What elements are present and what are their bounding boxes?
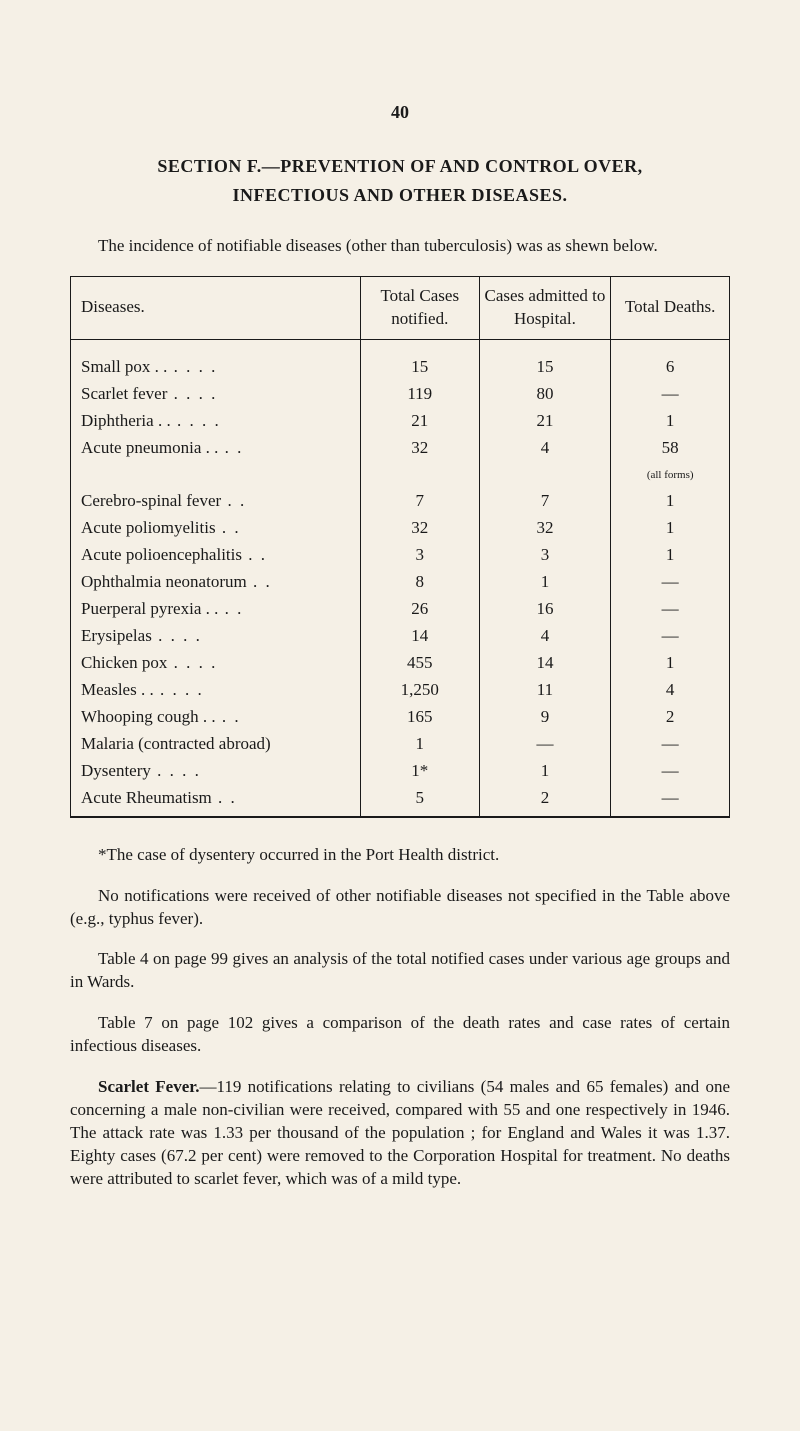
total-deaths: — <box>611 623 730 650</box>
total-deaths: 1 <box>611 515 730 542</box>
total-deaths: — <box>611 569 730 596</box>
table-row: Diphtheria . . . . . .21211 <box>71 408 730 435</box>
col-total-cases: Total Cases notified. <box>360 276 479 339</box>
total-cases: 7 <box>360 488 479 515</box>
table-row: Acute poliomyelitis . .32321 <box>71 515 730 542</box>
total-deaths: — <box>611 731 730 758</box>
total-cases: 26 <box>360 596 479 623</box>
total-deaths: 4 <box>611 677 730 704</box>
cases-admitted: 2 <box>479 785 611 817</box>
table-row: Cerebro-spinal fever . .771 <box>71 488 730 515</box>
table-row: Chicken pox . . . .455141 <box>71 650 730 677</box>
cases-admitted: 9 <box>479 704 611 731</box>
cases-admitted: 32 <box>479 515 611 542</box>
total-cases: 165 <box>360 704 479 731</box>
table-body: Small pox . . . . . .15156Scarlet fever … <box>71 339 730 816</box>
total-cases: 14 <box>360 623 479 650</box>
total-cases: 15 <box>360 354 479 381</box>
disease-name: Puerperal pyrexia . . . . <box>71 596 361 623</box>
paragraph-2: Table 4 on page 99 gives an analysis of … <box>70 948 730 994</box>
cases-admitted: 80 <box>479 381 611 408</box>
total-deaths: 2 <box>611 704 730 731</box>
footnote: *The case of dysentery occurred in the P… <box>70 844 730 867</box>
table-row: Acute polioencephalitis . .331 <box>71 542 730 569</box>
total-cases: 3 <box>360 542 479 569</box>
intro-paragraph: The incidence of notifiable diseases (ot… <box>70 235 730 258</box>
total-deaths: — <box>611 596 730 623</box>
table-note-row: (all forms) <box>71 461 730 488</box>
total-deaths: 58 <box>611 435 730 462</box>
cases-admitted: 15 <box>479 354 611 381</box>
table-row: Puerperal pyrexia . . . .2616— <box>71 596 730 623</box>
total-cases: 119 <box>360 381 479 408</box>
cases-admitted: 4 <box>479 623 611 650</box>
table-row: Scarlet fever . . . .11980— <box>71 381 730 408</box>
total-cases: 1* <box>360 758 479 785</box>
disease-name: Measles . . . . . . <box>71 677 361 704</box>
disease-name: Erysipelas . . . . <box>71 623 361 650</box>
diseases-table: Diseases. Total Cases notified. Cases ad… <box>70 276 730 818</box>
disease-name: Whooping cough . . . . <box>71 704 361 731</box>
total-deaths: 1 <box>611 650 730 677</box>
total-cases: 32 <box>360 515 479 542</box>
page: 40 SECTION F.—PREVENTION OF AND CONTROL … <box>0 0 800 1269</box>
paragraph-scarlet-fever: Scarlet Fever.—119 notifications relatin… <box>70 1076 730 1191</box>
disease-name: Ophthalmia neonatorum . . <box>71 569 361 596</box>
total-deaths: — <box>611 785 730 817</box>
section-subtitle: INFECTIOUS AND OTHER DISEASES. <box>70 183 730 207</box>
total-cases: 455 <box>360 650 479 677</box>
disease-name: Acute poliomyelitis . . <box>71 515 361 542</box>
cases-admitted: 7 <box>479 488 611 515</box>
disease-name: Small pox . . . . . . <box>71 354 361 381</box>
total-cases: 1,250 <box>360 677 479 704</box>
total-deaths: 1 <box>611 408 730 435</box>
table-row: Acute Rheumatism . .52— <box>71 785 730 817</box>
all-forms-note: (all forms) <box>611 461 730 488</box>
table-row: Acute pneumonia . . . .32458 <box>71 435 730 462</box>
cases-admitted: 1 <box>479 569 611 596</box>
disease-name: Diphtheria . . . . . . <box>71 408 361 435</box>
section-title: SECTION F.—PREVENTION OF AND CONTROL OVE… <box>70 154 730 178</box>
total-cases: 5 <box>360 785 479 817</box>
table-row: Erysipelas . . . .144— <box>71 623 730 650</box>
table-row: Ophthalmia neonatorum . .81— <box>71 569 730 596</box>
disease-name: Scarlet fever . . . . <box>71 381 361 408</box>
cases-admitted: 21 <box>479 408 611 435</box>
cases-admitted: 11 <box>479 677 611 704</box>
col-diseases: Diseases. <box>71 276 361 339</box>
disease-name: Acute Rheumatism . . <box>71 785 361 817</box>
col-admitted: Cases admitted to Hospital. <box>479 276 611 339</box>
cases-admitted: 4 <box>479 435 611 462</box>
cases-admitted: 16 <box>479 596 611 623</box>
table-row: Malaria (contracted abroad)1—— <box>71 731 730 758</box>
total-deaths: — <box>611 758 730 785</box>
page-number: 40 <box>70 100 730 124</box>
total-deaths: — <box>611 381 730 408</box>
cases-admitted: 3 <box>479 542 611 569</box>
disease-name: Malaria (contracted abroad) <box>71 731 361 758</box>
cases-admitted: 14 <box>479 650 611 677</box>
scarlet-fever-lead: Scarlet Fever. <box>98 1077 200 1096</box>
cases-admitted: 1 <box>479 758 611 785</box>
table-row: Whooping cough . . . .16592 <box>71 704 730 731</box>
total-deaths: 1 <box>611 488 730 515</box>
table-row: Dysentery . . . .1*1— <box>71 758 730 785</box>
total-cases: 8 <box>360 569 479 596</box>
total-deaths: 6 <box>611 354 730 381</box>
total-cases: 21 <box>360 408 479 435</box>
disease-name: Acute pneumonia . . . . <box>71 435 361 462</box>
col-deaths: Total Deaths. <box>611 276 730 339</box>
table-row: Small pox . . . . . .15156 <box>71 354 730 381</box>
cases-admitted: — <box>479 731 611 758</box>
disease-name: Dysentery . . . . <box>71 758 361 785</box>
paragraph-3: Table 7 on page 102 gives a comparison o… <box>70 1012 730 1058</box>
disease-name: Chicken pox . . . . <box>71 650 361 677</box>
total-deaths: 1 <box>611 542 730 569</box>
paragraph-1: No notifications were received of other … <box>70 885 730 931</box>
total-cases: 1 <box>360 731 479 758</box>
total-cases: 32 <box>360 435 479 462</box>
disease-name: Cerebro-spinal fever . . <box>71 488 361 515</box>
table-row: Measles . . . . . .1,250114 <box>71 677 730 704</box>
disease-name: Acute polioencephalitis . . <box>71 542 361 569</box>
